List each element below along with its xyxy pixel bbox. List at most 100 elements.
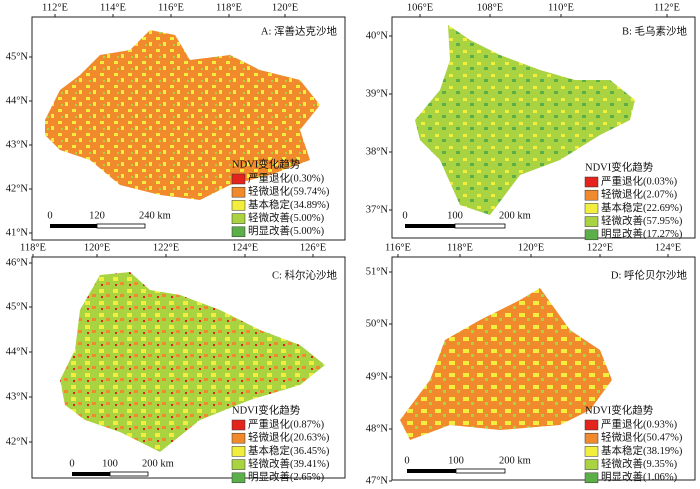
lat-label: 43°N — [6, 139, 29, 150]
legend-title: NDVI变化趋势 — [232, 157, 301, 170]
legend-label: 轻微改善(5.00%) — [248, 211, 325, 224]
lat-label: 40°N — [366, 30, 389, 41]
region-map — [45, 30, 320, 200]
legend-label: 严重退化(0.30%) — [248, 171, 325, 184]
legend-swatch — [231, 459, 246, 470]
lat-label: 44°N — [6, 346, 29, 357]
legend-swatch — [584, 459, 599, 470]
scale-label: 100 — [448, 455, 464, 466]
region-map — [400, 288, 612, 440]
lat-label: 41°N — [6, 227, 29, 238]
legend-label: 基本稳定(38.19%) — [601, 444, 683, 457]
panel-label: B: 毛乌素沙地 — [622, 24, 688, 37]
legend-label: 轻微退化(50.47%) — [601, 431, 683, 444]
panel-label: C: 科尔沁沙地 — [272, 268, 338, 281]
legend-title: NDVI变化趋势 — [585, 160, 654, 173]
map-frame — [391, 16, 696, 239]
legend-label: 基本稳定(22.69%) — [601, 201, 683, 214]
scale-label: 240 km — [139, 210, 171, 221]
legend-label: 轻微改善(9.35%) — [601, 457, 678, 470]
scale-label: 200 km — [499, 455, 531, 466]
scale-label: 120 — [89, 210, 105, 221]
legend-label: 轻微退化(2.07%) — [601, 188, 678, 201]
legend-swatch — [584, 419, 599, 431]
lat-label: 43°N — [6, 391, 29, 402]
legend-label: 明显改善(2.65%) — [248, 470, 325, 483]
scale-label: 0 — [402, 210, 407, 221]
lat-label: 42°N — [6, 183, 29, 194]
scale-bar-white — [109, 471, 149, 477]
lat-label: 39°N — [366, 88, 389, 99]
lon-label: 118°E — [20, 242, 46, 253]
legend-label: 严重退化(0.93%) — [601, 417, 678, 430]
lon-label: 126°E — [300, 242, 326, 253]
lon-label: 124°E — [232, 242, 258, 253]
legend-swatch — [584, 216, 599, 227]
legend-label: 明显改善(1.06%) — [601, 470, 678, 483]
legend-swatch — [584, 203, 599, 214]
legend-swatch — [231, 226, 246, 238]
lon-label: 118°E — [447, 242, 473, 253]
legend-swatch — [231, 213, 246, 224]
scale-label: 0 — [69, 458, 74, 469]
legend-title: NDVI变化趋势 — [232, 403, 301, 416]
scale-label: 0 — [47, 210, 52, 221]
scale-bar-black — [72, 472, 110, 476]
lat-label: 51°N — [366, 266, 389, 277]
lat-label: 46°N — [6, 257, 29, 268]
lon-label: 124°E — [655, 242, 681, 253]
legend-label: 基本稳定(34.89%) — [248, 198, 330, 211]
lon-label: 118°E — [216, 2, 242, 13]
legend-swatch — [231, 419, 246, 431]
legend-label: 明显改善(17.27%) — [601, 227, 683, 240]
lon-label: 116°E — [385, 242, 411, 253]
lon-label: 120°E — [272, 2, 298, 13]
lon-label: 120°E — [518, 242, 544, 253]
lon-label: 106°E — [407, 2, 433, 13]
scale-label: 100 — [102, 458, 118, 469]
map-frame — [31, 256, 346, 479]
legend-swatch — [584, 432, 599, 444]
lat-label: 45°N — [6, 51, 29, 62]
scale-bar-black — [50, 224, 97, 228]
legend-swatch — [584, 446, 599, 457]
legend-label: 严重退化(0.87%) — [248, 417, 325, 430]
legend-label: 轻微退化(59.74%) — [248, 185, 330, 198]
scale-bar-white — [96, 223, 146, 229]
lon-label: 112°E — [654, 2, 680, 13]
legend-swatch — [231, 200, 246, 211]
legend-label: 轻微改善(57.95%) — [601, 214, 683, 227]
legend-swatch — [584, 176, 599, 188]
lon-label: 114°E — [100, 2, 126, 13]
region-map — [415, 25, 635, 215]
lon-label: 120°E — [84, 242, 110, 253]
legend-label: 轻微退化(20.63%) — [248, 431, 330, 444]
lon-label: 108°E — [477, 2, 503, 13]
panel-label: D: 呼伦贝尔沙地 — [611, 268, 688, 281]
lat-label: 48°N — [366, 423, 389, 434]
lat-label: 38°N — [366, 146, 389, 157]
lat-label: 37°N — [366, 204, 389, 215]
lon-label: 122°E — [153, 242, 179, 253]
legend-swatch — [231, 472, 246, 484]
scale-label: 200 km — [142, 458, 174, 469]
scale-bar-white — [454, 223, 506, 229]
scale-bar-black — [407, 469, 456, 473]
legend-label: 轻微改善(39.41%) — [248, 457, 330, 470]
lat-label: 50°N — [366, 318, 389, 329]
legend-swatch — [231, 186, 246, 198]
map-frame — [391, 256, 696, 481]
legend-label: 明显改善(5.00%) — [248, 224, 325, 237]
legend-title: NDVI变化趋势 — [585, 403, 654, 416]
scale-bar-white — [455, 468, 506, 474]
scale-bar-black — [405, 224, 455, 228]
legend-swatch — [584, 229, 599, 241]
scale-label: 0 — [404, 455, 409, 466]
panel-label: A: 浑善达克沙地 — [261, 24, 338, 37]
legend-label: 基本稳定(36.45%) — [248, 444, 330, 457]
lat-label: 44°N — [6, 95, 29, 106]
lon-label: 122°E — [587, 242, 613, 253]
legend-swatch — [231, 446, 246, 457]
lon-label: 112°E — [42, 2, 68, 13]
